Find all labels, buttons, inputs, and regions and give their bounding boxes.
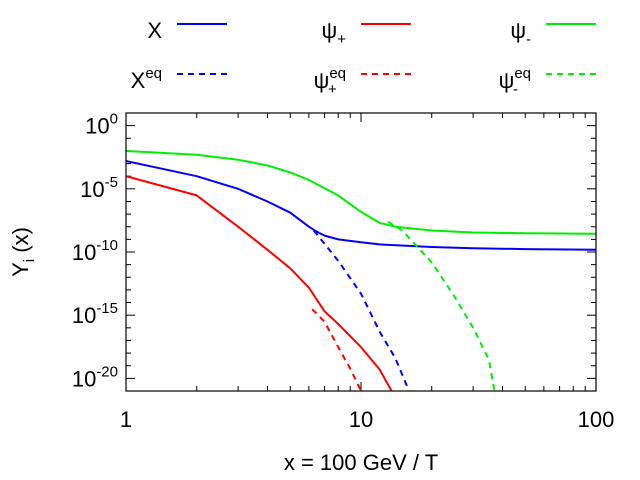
legend-item-x: X: [147, 18, 227, 43]
y-tick-label: 10-10: [72, 237, 118, 265]
x-tick-label: 1: [120, 407, 132, 432]
series-line-x: [126, 160, 596, 251]
legend-label: X: [147, 18, 162, 43]
legend-label: ψ-: [510, 18, 531, 48]
y-tick-label: 10-5: [80, 174, 118, 202]
y-axis-label: Yi (x): [8, 227, 38, 277]
series-line-x-eq: [313, 229, 410, 391]
legend-item-psi-eq: ψeq +: [314, 65, 411, 98]
legend-item-psi-: ψ+: [322, 18, 411, 48]
y-tick-label: 10-20: [72, 363, 118, 391]
plot-frame: [125, 112, 597, 392]
series-line-psi-eq: [387, 220, 496, 391]
series-line-psi-eq: [311, 308, 362, 391]
legend-label: Xeq: [131, 65, 162, 93]
y-axis-label-rest: (x): [8, 227, 33, 259]
series-layer: [126, 149, 596, 391]
legend-item-psi-eq: ψeq -: [499, 65, 596, 98]
x-tick-label: 10: [349, 407, 373, 432]
legend-label: ψeq +: [314, 65, 346, 98]
series-line-psi-: [126, 149, 596, 235]
legend-item-psi-: ψ-: [510, 18, 596, 48]
tick-labels: 1 10 100 100 10-5 10-10 10-15 10-20: [72, 111, 615, 432]
legend-label: ψeq -: [499, 65, 531, 98]
x-tick-label: 100: [578, 407, 615, 432]
x-axis-label: x = 100 GeV / T: [284, 450, 438, 475]
y-axis-label-main: Y: [8, 262, 33, 277]
y-tick-label: 10-15: [72, 300, 118, 328]
y-axis-label-sub: i: [21, 259, 38, 262]
legend-label: ψ+: [322, 18, 347, 48]
series-line-psi-: [126, 175, 393, 391]
y-tick-label: 100: [85, 111, 118, 139]
legend-item-x-eq: Xeq: [131, 65, 227, 93]
